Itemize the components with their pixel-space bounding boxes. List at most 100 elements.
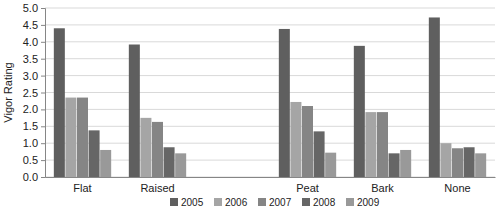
bar [452,148,463,177]
y-tick-label: 5.0 [23,2,38,14]
y-tick: 4.0 [23,36,45,48]
legend-label: 2009 [357,197,380,208]
legend-swatch [302,198,310,206]
x-axis-line [46,177,496,178]
y-tick-mark [41,143,45,144]
y-tick-mark [41,93,45,94]
plot: 0.0 0.5 1.0 1.5 2.0 2.5 3.0 3.5 4.0 4.5 5.0 Flat Rai… [23,2,496,194]
y-axis-title: Vigor Rating [2,62,14,122]
legend-swatch [170,198,178,206]
grid-line [45,24,495,25]
legend-label: 2006 [225,197,248,208]
bar [164,147,175,177]
x-tick-label: Bark [371,182,394,194]
y-tick: 1.5 [23,120,45,132]
x-tick-label: None [444,182,470,194]
bar [89,130,100,177]
bar [152,122,163,177]
bar [290,102,301,177]
x-tick: None [444,182,470,194]
series [100,150,486,177]
x-tick-label: Raised [140,182,174,194]
bar [175,153,186,177]
y-tick-label: 2.0 [23,103,38,115]
bar [354,46,365,177]
bar [475,153,486,177]
y-tick-label: 0.0 [23,171,38,183]
legend-swatch [346,198,354,206]
grid-line [45,143,495,144]
legend-label: 2005 [181,197,204,208]
grid-line [45,109,495,110]
bar [302,106,313,177]
y-axis-line [41,9,46,178]
y-tick-label: 4.0 [23,36,38,48]
legend-label: 2008 [313,197,336,208]
chart: 0.0 0.5 1.0 1.5 2.0 2.5 3.0 3.5 4.0 4.5 5.0 Flat Rai… [0,0,500,215]
y-tick-label: 1.0 [23,137,38,149]
series [89,130,475,177]
y-tick-label: 4.5 [23,19,38,31]
legend-item: 2005 [170,197,204,208]
grid-line [45,75,495,76]
y-tick-mark [41,177,45,178]
legend-item: 2008 [302,197,336,208]
bar [77,98,88,177]
bars [54,17,486,177]
bar [440,143,451,177]
bar [314,131,325,177]
bar [400,150,411,177]
y-tick-mark [41,59,45,60]
x-tick: Raised [140,182,174,194]
bar [100,150,111,177]
bar [129,45,140,177]
y-tick: 2.0 [23,103,45,115]
grid-line [45,160,495,161]
grid-line [45,92,495,93]
grid-line [45,126,495,127]
legend-item: 2007 [258,197,292,208]
bar [365,112,376,177]
series [65,98,451,177]
y-tick: 0.0 [23,171,45,183]
bar [464,147,475,177]
y-tick-mark [41,76,45,77]
legend-label: 2007 [269,197,292,208]
bar [389,153,400,177]
series [77,98,463,177]
y-tick: 0.5 [23,154,45,166]
y-tick-label: 2.5 [23,87,38,99]
y-tick-mark [41,126,45,127]
y-tick-label: 1.5 [23,120,38,132]
legend-item: 2009 [346,197,380,208]
grid-line [45,8,495,9]
y-tick-mark [41,25,45,26]
x-tick-label: Flat [73,182,91,194]
y-tick-label: 3.0 [23,70,38,82]
y-axis: 0.0 0.5 1.0 1.5 2.0 2.5 3.0 3.5 4.0 4.5 5.0 [23,2,46,183]
legend-item: 2006 [214,197,248,208]
bar [65,98,76,177]
series [54,17,440,177]
y-tick: 3.0 [23,70,45,82]
legend-swatch [214,198,222,206]
x-axis: Flat Raised Peat Bark None [46,178,496,194]
y-tick: 2.5 [23,87,45,99]
y-tick-mark [41,109,45,110]
x-tick: Peat [296,182,319,194]
bar [140,118,151,177]
y-tick-mark [41,8,45,9]
bar [377,112,388,177]
grid-line [45,58,495,59]
y-tick: 1.0 [23,137,45,149]
bar [54,28,65,177]
x-tick: Bark [371,182,394,194]
y-tick-mark [41,160,45,161]
bar [279,29,290,177]
y-tick: 5.0 [23,2,45,14]
y-tick-label: 3.5 [23,53,38,65]
x-tick: Flat [73,182,91,194]
bar [429,17,440,177]
x-tick-label: Peat [296,182,319,194]
grid-line [45,177,495,178]
